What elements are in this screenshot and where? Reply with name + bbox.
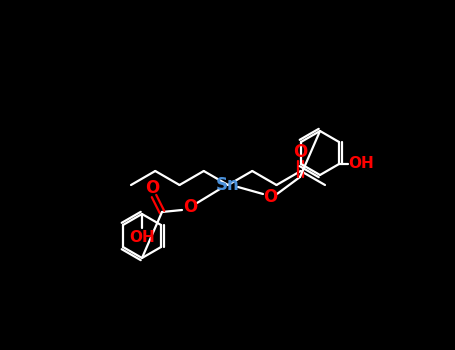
Text: O: O xyxy=(183,198,197,216)
Text: O: O xyxy=(293,143,307,161)
Text: Sn: Sn xyxy=(216,176,240,194)
Text: O: O xyxy=(145,179,159,197)
Text: O: O xyxy=(263,188,277,206)
Text: OH: OH xyxy=(129,230,155,245)
Text: OH: OH xyxy=(348,156,374,172)
